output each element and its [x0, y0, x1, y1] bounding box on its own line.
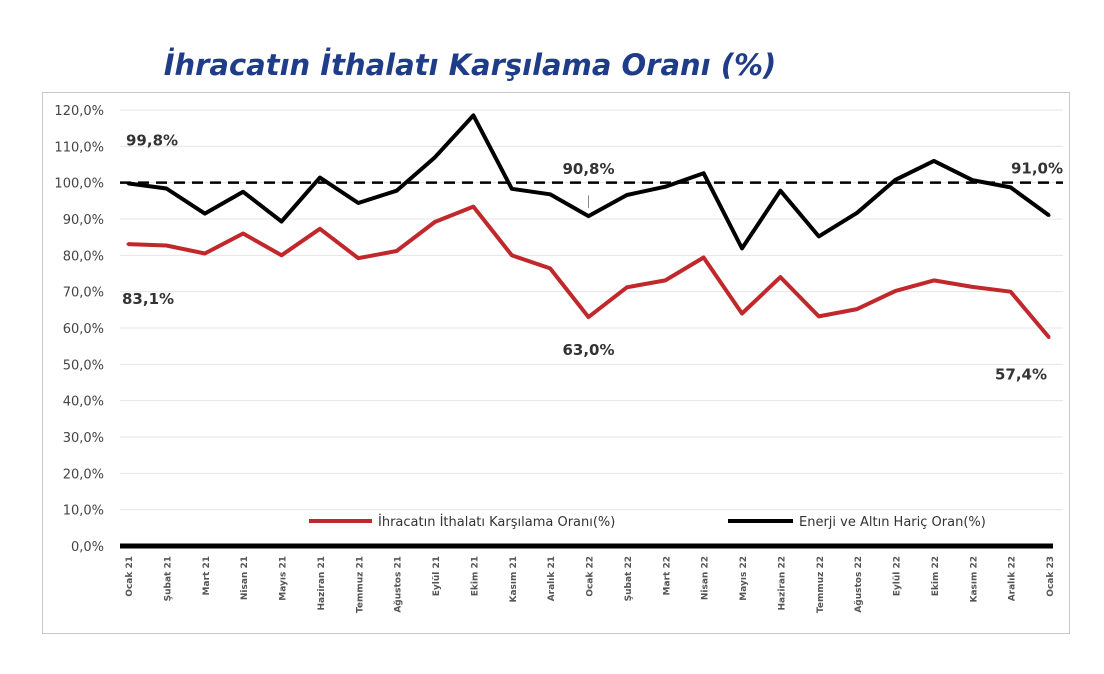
data-label: 63,0% — [562, 341, 614, 359]
data-point — [433, 220, 437, 224]
data-point — [817, 314, 821, 318]
data-point — [318, 227, 322, 231]
data-point — [280, 220, 283, 224]
y-tick-label: 0,0% — [71, 540, 104, 555]
data-label: 57,4% — [995, 365, 1047, 383]
data-point — [1047, 335, 1051, 339]
data-point — [395, 189, 399, 193]
y-tick-label: 70,0% — [63, 286, 104, 301]
y-tick-label: 40,0% — [63, 395, 104, 410]
data-point — [126, 242, 130, 246]
data-point — [356, 201, 360, 205]
data-point — [663, 185, 667, 189]
data-point — [280, 253, 283, 257]
x-tick-label: Haziran 21 — [317, 556, 327, 611]
data-point — [510, 187, 514, 191]
y-tick-label: 20,0% — [63, 467, 104, 482]
data-point — [778, 275, 782, 279]
data-point — [970, 178, 974, 182]
data-label: 91,0% — [1011, 159, 1063, 177]
data-point — [817, 234, 821, 238]
x-tick-label: Temmuz 21 — [355, 556, 365, 613]
y-tick-label: 30,0% — [63, 431, 104, 446]
data-point — [164, 244, 168, 248]
data-point — [778, 189, 782, 193]
y-tick-label: 90,0% — [63, 213, 104, 228]
data-point — [203, 252, 207, 256]
y-tick-label: 60,0% — [63, 322, 104, 337]
x-tick-label: Şubat 21 — [163, 556, 173, 601]
data-point — [510, 253, 514, 257]
x-tick-label: Nisan 21 — [240, 556, 250, 600]
y-tick-label: 110,0% — [54, 140, 104, 155]
data-point — [548, 192, 552, 196]
x-tick-label: Aralık 21 — [547, 556, 557, 601]
data-point — [740, 246, 744, 250]
legend-label: Enerji ve Altın Hariç Oran(%) — [799, 515, 986, 530]
y-tick-label: 120,0% — [54, 104, 104, 119]
x-tick-label: Ocak 23 — [1046, 556, 1056, 597]
x-tick-label: Ekim 22 — [931, 556, 941, 596]
x-tick-label: Eylül 22 — [893, 556, 903, 596]
data-point — [318, 176, 322, 180]
data-point — [395, 249, 399, 253]
data-label: 83,1% — [122, 290, 174, 308]
data-point — [164, 186, 168, 190]
data-point — [702, 256, 706, 260]
data-point — [855, 307, 859, 311]
data-point — [625, 285, 629, 289]
data-point — [855, 211, 859, 215]
x-tick-label: Temmuz 22 — [816, 556, 826, 613]
chart-title: İhracatın İthalatı Karşılama Oranı (%) — [163, 48, 777, 82]
data-label: 99,8% — [126, 131, 178, 149]
data-point — [702, 171, 706, 175]
data-point — [663, 278, 667, 282]
x-tick-label: Şubat 22 — [624, 556, 634, 601]
data-point — [740, 311, 744, 315]
data-point — [203, 212, 207, 216]
y-tick-label: 100,0% — [54, 177, 104, 192]
x-tick-label: Kasım 22 — [969, 556, 979, 603]
data-point — [356, 256, 360, 260]
data-label: 90,8% — [562, 160, 614, 178]
x-tick-label: Eylül 21 — [432, 556, 442, 596]
x-tick-label: Ocak 22 — [586, 556, 596, 597]
data-point — [548, 266, 552, 270]
data-point — [241, 232, 245, 236]
x-tick-label: Nisan 22 — [701, 556, 711, 600]
x-tick-label: Mart 22 — [662, 556, 672, 595]
data-point — [471, 113, 475, 117]
x-tick-label: Ağustos 22 — [854, 556, 864, 613]
x-tick-label: Mart 21 — [202, 556, 212, 595]
data-point — [932, 159, 936, 163]
data-point — [894, 289, 897, 293]
x-tick-label: Haziran 22 — [777, 556, 787, 611]
x-tick-label: Mayıs 21 — [279, 556, 289, 601]
data-point — [587, 214, 590, 218]
data-point — [894, 178, 897, 182]
data-point — [1047, 213, 1051, 217]
y-tick-label: 50,0% — [63, 358, 104, 373]
data-point — [433, 155, 437, 159]
data-point — [932, 278, 936, 282]
y-tick-label: 10,0% — [63, 504, 104, 519]
x-tick-label: Ocak 21 — [125, 556, 135, 597]
data-point — [126, 181, 130, 185]
data-point — [241, 190, 245, 194]
legend-label: İhracatın İthalatı Karşılama Oranı(%) — [378, 514, 615, 530]
data-point — [1009, 290, 1013, 294]
x-tick-label: Mayıs 22 — [739, 556, 749, 601]
x-tick-label: Ağustos 21 — [394, 556, 404, 613]
x-tick-label: Aralık 22 — [1008, 556, 1018, 601]
data-point — [625, 193, 629, 197]
y-tick-label: 80,0% — [63, 249, 104, 264]
x-tick-label: Kasım 21 — [509, 556, 519, 603]
data-point — [471, 205, 475, 209]
data-point — [970, 285, 974, 289]
x-tick-label: Ekim 21 — [470, 556, 480, 596]
data-point — [587, 315, 590, 319]
data-point — [1009, 185, 1013, 189]
